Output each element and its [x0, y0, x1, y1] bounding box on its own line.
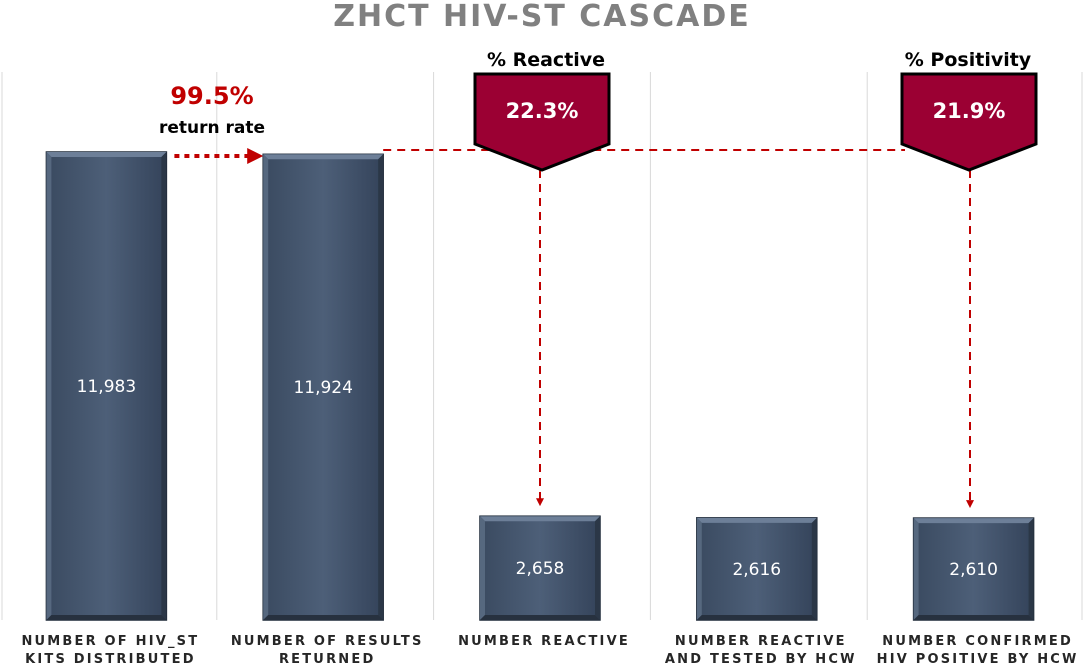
category-labels: NUMBER OF HIV_ST KITS DISTRIBUTED NUMBER O… — [21, 634, 1079, 667]
category-label: NUMBER OF RESULTS RETURNED — [231, 634, 424, 667]
bar-bevel-bottom — [263, 615, 384, 620]
bars-group: 11,983 11,924 2,658 2,616 2,610 — [45, 151, 1035, 621]
bar-value-label: 11,983 — [77, 377, 136, 397]
bar-value-label: 11,924 — [293, 378, 352, 398]
reactive-callout-value: 22.3% — [506, 99, 579, 123]
bar-bevel-left — [480, 516, 485, 620]
bar-bevel-bottom — [46, 615, 167, 620]
bar-bevel-left — [696, 517, 702, 620]
positivity-callout: 21.9% — [900, 72, 1038, 172]
reactive-callout: 22.3% — [473, 72, 611, 172]
bar-bevel-right — [161, 152, 167, 620]
bar-body — [696, 517, 818, 621]
column-dividers — [1, 72, 1083, 620]
bar-bevel-top — [46, 152, 167, 157]
bar-bevel-right — [595, 516, 600, 620]
positivity-callout-value: 21.9% — [933, 99, 1006, 123]
reactive-callout-shape — [473, 72, 611, 172]
bar-bevel-right — [1028, 518, 1034, 620]
category-label: NUMBER REACTIVE — [458, 634, 630, 649]
bar-bevel-bottom — [913, 615, 1034, 620]
category-label: NUMBER OF HIV_ST KITS DISTRIBUTED — [21, 634, 199, 667]
bar-value-label: 2,658 — [516, 559, 565, 579]
annotation-connectors — [174, 148, 974, 509]
bar-bevel-top — [696, 517, 817, 523]
chart-title: ZHCT HIV-ST CASCADE — [333, 0, 751, 34]
bar-bevel-left — [46, 152, 52, 620]
category-label: NUMBER REACTIVE AND TESTED BY HCW — [665, 634, 857, 667]
bar-value-label: 2,616 — [732, 560, 781, 580]
bar-bevel-left — [913, 518, 919, 620]
bar-bevel-top — [913, 518, 1034, 524]
bar-bevel-left — [263, 154, 269, 620]
bar-body — [912, 517, 1035, 621]
bar-bevel-right — [378, 154, 384, 620]
positivity-callout-shape — [900, 72, 1038, 172]
bar: 2,610 — [912, 517, 1035, 621]
bar-bevel-bottom — [696, 615, 817, 620]
bar-bevel-top — [263, 154, 384, 160]
bar: 2,616 — [696, 517, 818, 621]
bar: 11,924 — [262, 153, 384, 621]
bar-bevel-top — [480, 516, 600, 522]
bar-bevel-bottom — [480, 615, 600, 620]
bar: 11,983 — [45, 151, 168, 621]
return-rate-value: 99.5% — [170, 82, 253, 110]
bar-bevel-right — [811, 517, 817, 620]
callouts-group: 22.3% 21.9% — [473, 72, 1038, 172]
bar-value-label: 2,610 — [949, 560, 998, 580]
reactive-heading: % Reactive — [487, 49, 605, 71]
return-rate-label: return rate — [159, 118, 265, 138]
category-label: NUMBER CONFIRMED HIV POSITIVE BY HCW — [877, 634, 1079, 667]
bar: 2,658 — [479, 515, 601, 621]
bar-body — [262, 153, 384, 621]
positivity-heading: % Positivity — [905, 49, 1032, 71]
